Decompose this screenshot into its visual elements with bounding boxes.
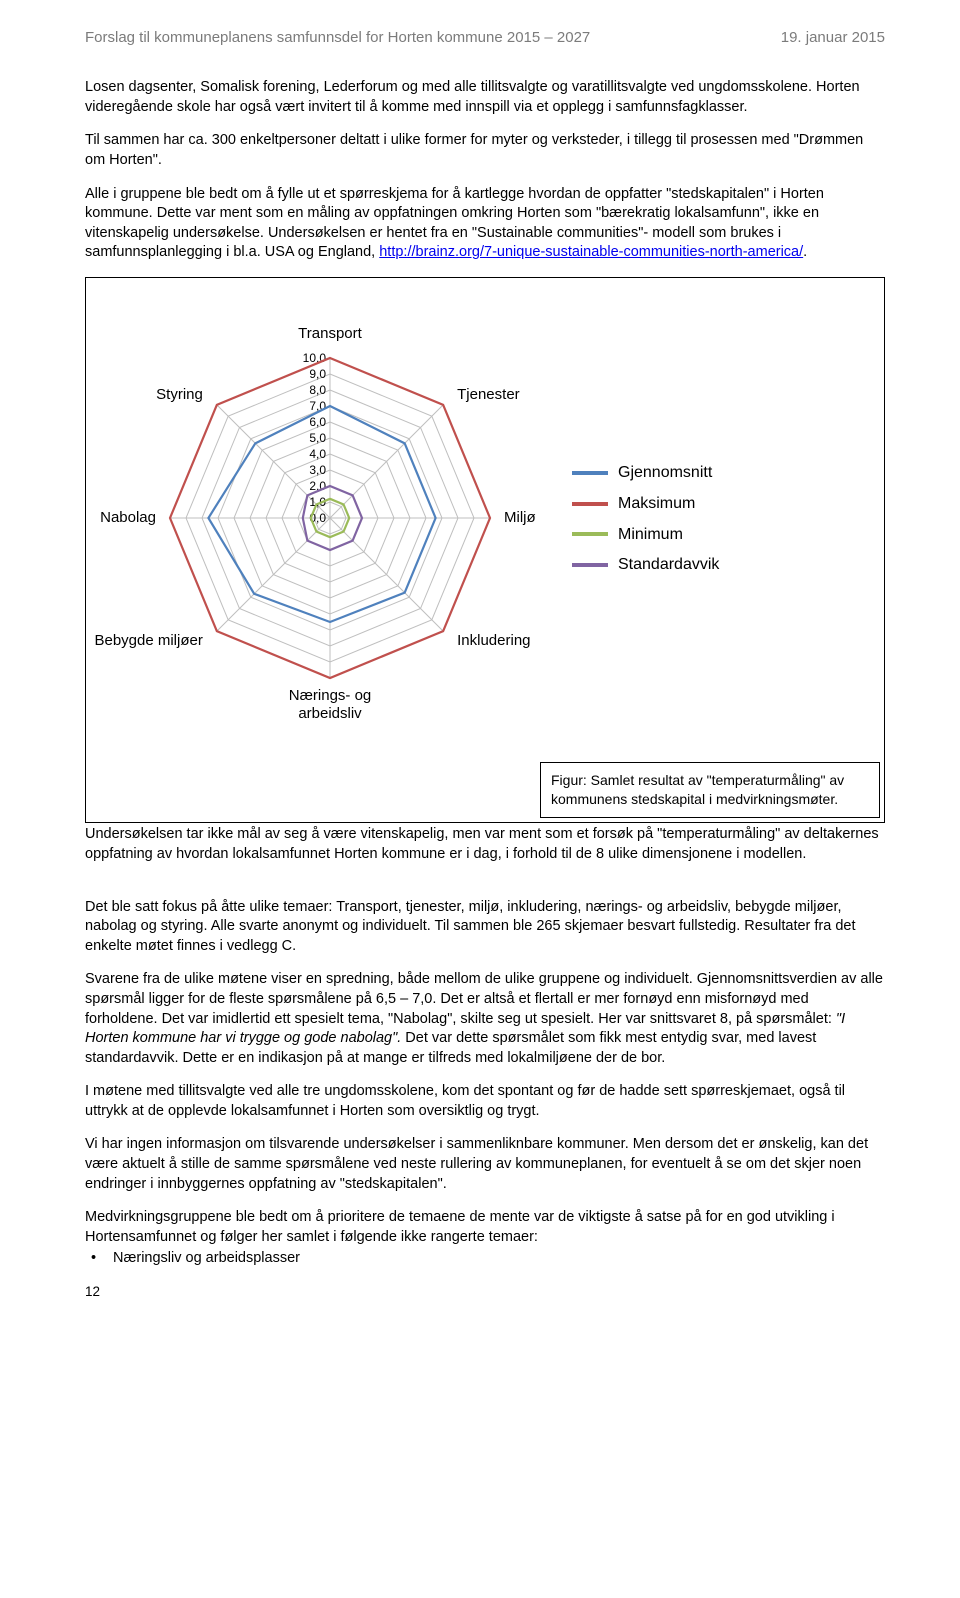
- svg-text:arbeidsliv: arbeidsliv: [298, 705, 362, 722]
- paragraph-1: Losen dagsenter, Somalisk forening, Lede…: [85, 78, 885, 117]
- page-number: 12: [85, 1283, 885, 1301]
- paragraph-9: Medvirkningsgruppene ble bedt om å prior…: [85, 1208, 885, 1247]
- bullet-dot-icon: •: [85, 1249, 113, 1269]
- svg-text:Nærings- og: Nærings- og: [289, 687, 372, 704]
- legend-item: Gjennomsnitt: [572, 462, 880, 484]
- svg-text:6,0: 6,0: [309, 415, 326, 429]
- paragraph-8: Vi har ingen informasjon om tilsvarende …: [85, 1135, 885, 1194]
- legend-swatch-icon: [572, 563, 608, 567]
- svg-text:9,0: 9,0: [309, 367, 326, 381]
- link-brainz[interactable]: http://brainz.org/7-unique-sustainable-c…: [379, 244, 803, 260]
- radar-svg: 0,01,02,03,04,05,06,07,08,09,010,0Transp…: [90, 286, 558, 746]
- paragraph-3-post: .: [803, 244, 807, 260]
- page-header: Forslag til kommuneplanens samfunnsdel f…: [85, 28, 885, 48]
- paragraph-5: Det ble satt fokus på åtte ulike temaer:…: [85, 898, 885, 957]
- paragraph-2: Til sammen har ca. 300 enkeltpersoner de…: [85, 131, 885, 170]
- header-left: Forslag til kommuneplanens samfunnsdel f…: [85, 28, 590, 48]
- paragraph-3: Alle i gruppene ble bedt om å fylle ut e…: [85, 185, 885, 263]
- legend-label: Gjennomsnitt: [618, 462, 712, 484]
- paragraph-6a: Svarene fra de ulike møtene viser en spr…: [85, 971, 883, 1026]
- legend-swatch-icon: [572, 532, 608, 536]
- svg-text:Transport: Transport: [298, 325, 362, 342]
- chart-caption: Figur: Samlet resultat av "temperaturmål…: [540, 762, 880, 818]
- paragraph-7: I møtene med tillitsvalgte ved alle tre …: [85, 1082, 885, 1121]
- legend-label: Minimum: [618, 524, 683, 546]
- svg-text:3,0: 3,0: [309, 463, 326, 477]
- legend-item: Minimum: [572, 524, 880, 546]
- header-right: 19. januar 2015: [781, 28, 885, 48]
- svg-text:Styring: Styring: [156, 386, 203, 403]
- svg-text:8,0: 8,0: [309, 383, 326, 397]
- svg-text:Miljø: Miljø: [504, 509, 536, 526]
- radar-legend: Gjennomsnitt Maksimum Minimum Standardavvik: [558, 453, 880, 584]
- bullet-row: • Næringsliv og arbeidsplasser: [85, 1249, 885, 1269]
- svg-text:4,0: 4,0: [309, 447, 326, 461]
- svg-text:Nabolag: Nabolag: [100, 509, 156, 526]
- legend-item: Standardavvik: [572, 554, 880, 576]
- legend-label: Standardavvik: [618, 554, 719, 576]
- legend-item: Maksimum: [572, 493, 880, 515]
- paragraph-4: Undersøkelsen tar ikke mål av seg å være…: [85, 825, 885, 864]
- svg-text:Inkludering: Inkludering: [457, 632, 530, 649]
- bullet-1-text: Næringsliv og arbeidsplasser: [113, 1249, 300, 1269]
- svg-text:10,0: 10,0: [303, 351, 327, 365]
- radar-chart-frame: 0,01,02,03,04,05,06,07,08,09,010,0Transp…: [85, 277, 885, 823]
- svg-text:5,0: 5,0: [309, 431, 326, 445]
- legend-swatch-icon: [572, 471, 608, 475]
- svg-text:Bebygde miljøer: Bebygde miljøer: [94, 632, 202, 649]
- paragraph-6: Svarene fra de ulike møtene viser en spr…: [85, 970, 885, 1068]
- legend-label: Maksimum: [618, 493, 695, 515]
- svg-text:Tjenester: Tjenester: [457, 386, 520, 403]
- radar-chart: 0,01,02,03,04,05,06,07,08,09,010,0Transp…: [90, 286, 558, 753]
- legend-swatch-icon: [572, 502, 608, 506]
